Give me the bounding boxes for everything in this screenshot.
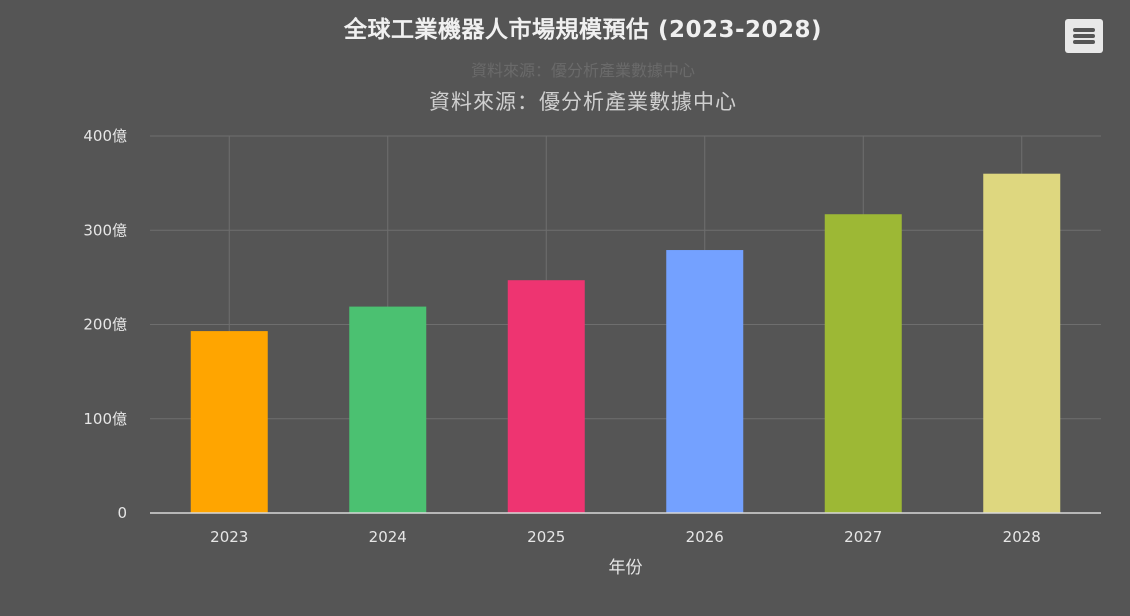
x-tick-label: 2024	[369, 528, 407, 546]
x-tick-label: 2025	[527, 528, 565, 546]
bar-2028	[983, 173, 1061, 513]
chart-title: 全球工業機器人市場規模預估 (2023-2028)	[343, 17, 823, 43]
x-tick-label: 2026	[686, 528, 724, 546]
y-tick-label: 0	[117, 504, 127, 522]
y-tick-label: 200億	[83, 316, 127, 334]
chart-ghost-subtitle: 資料來源：優分析產業數據中心	[470, 61, 695, 80]
x-axis-title: 年份	[609, 558, 643, 578]
bar-2024	[349, 306, 427, 513]
x-tick-label: 2023	[210, 528, 248, 546]
y-tick-label: 300億	[83, 221, 127, 239]
menu-icon-bar	[1073, 34, 1095, 38]
x-tick-label: 2028	[1003, 528, 1041, 546]
y-tick-label: 100億	[83, 410, 127, 428]
y-tick-label: 400億	[83, 127, 127, 145]
menu-icon-bar	[1073, 28, 1095, 32]
bar-2026	[666, 250, 744, 514]
bar-2027	[824, 214, 902, 514]
bar-2025	[507, 280, 585, 513]
chart-subtitle: 資料來源：優分析產業數據中心	[429, 90, 737, 114]
menu-icon-bar	[1073, 40, 1095, 44]
bar-2023	[190, 331, 268, 513]
chart-menu-button[interactable]	[1065, 19, 1103, 53]
x-tick-label: 2027	[844, 528, 882, 546]
